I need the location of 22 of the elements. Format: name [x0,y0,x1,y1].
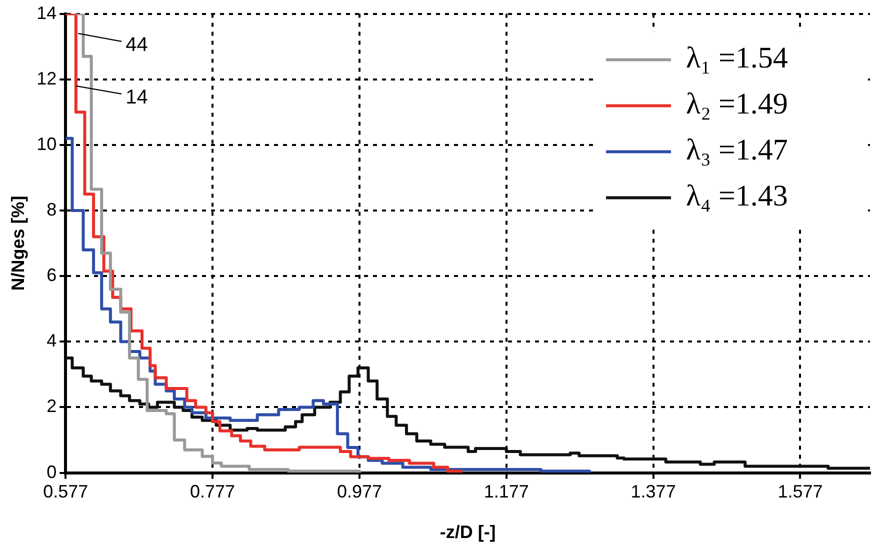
legend-label: λ₂ =1.49 [686,88,788,121]
x-tick-label: 1.177 [484,482,529,502]
y-tick-label: 12 [36,68,57,88]
y-tick-label: 14 [36,2,57,23]
legend-label: λ₃ =1.47 [686,134,788,167]
x-axis-title: -z/D [-] [440,522,496,542]
y-tick-label: 8 [46,199,57,220]
legend-label: λ₄ =1.43 [686,180,788,213]
legend-label: λ₁ =1.54 [686,42,788,75]
annotation: 44 [126,34,148,56]
y-tick-label: 10 [36,134,57,154]
x-tick-label: 0.777 [190,482,236,502]
x-tick-label: 0.977 [336,482,382,502]
x-tick-label: 1.377 [630,482,676,502]
y-tick-label: 6 [46,265,57,286]
x-tick-label: 0.577 [43,482,88,502]
annotation: 14 [126,86,148,108]
y-axis-title: N/Nges [%] [8,196,28,291]
y-tick-label: 0 [46,462,57,482]
y-tick-label: 2 [46,396,57,416]
y-tick-label: 4 [46,330,57,351]
x-tick-label: 1.577 [778,482,823,502]
